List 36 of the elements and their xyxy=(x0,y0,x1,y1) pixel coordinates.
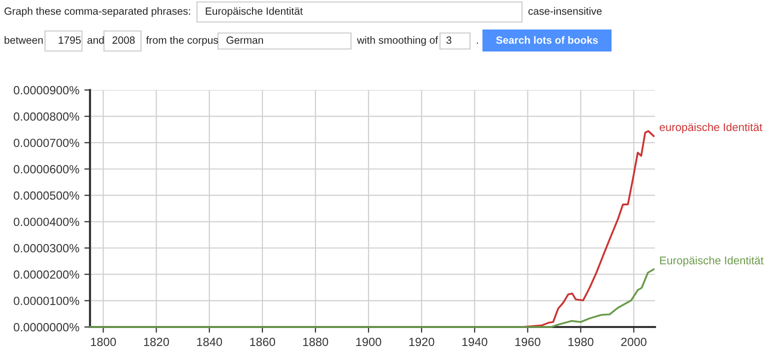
text: 2008 xyxy=(112,36,135,44)
series-label: europäische Identität xyxy=(660,122,762,134)
x-tick-label: 1880 xyxy=(303,338,328,346)
y-tick-label: 0.0000400% xyxy=(14,218,80,226)
x-tick-label: 1920 xyxy=(409,338,434,346)
x-tick-label: 1940 xyxy=(462,338,488,346)
y-tick-label: 0.0000500% xyxy=(14,191,80,200)
y-tick-label: 0.0000900% xyxy=(14,86,80,94)
text: from the corpus xyxy=(146,36,218,46)
text: Graph these comma-separated phrases: xyxy=(4,7,190,17)
series-label: Europäische Identität xyxy=(660,256,764,267)
y-tick-label: 0.0000700% xyxy=(14,138,80,148)
x-tick-label: 1840 xyxy=(197,338,222,346)
text: 1795 xyxy=(58,36,81,44)
text: German xyxy=(226,36,263,44)
y-tick-label: 0.0000300% xyxy=(14,244,80,252)
text: with smoothing of xyxy=(356,36,438,46)
x-tick-label: 1820 xyxy=(144,338,169,346)
text: case-insensitive xyxy=(528,7,602,15)
y-tick-label: 0.0000800% xyxy=(14,112,80,121)
text: Europäische Identität xyxy=(206,7,303,17)
y-tick-label: 0.0000000% xyxy=(14,323,80,332)
x-tick-label: 2000 xyxy=(621,338,646,346)
text: Search lots of books xyxy=(496,36,598,44)
y-tick-label: 0.0000200% xyxy=(14,270,80,279)
x-tick-label: 1800 xyxy=(91,338,116,346)
y-tick-label: 0.0000100% xyxy=(14,296,80,306)
y-tick-label: 0.0000600% xyxy=(14,165,80,174)
x-tick-label: 1860 xyxy=(250,338,276,346)
x-tick-label: 1980 xyxy=(568,338,594,346)
text: and xyxy=(87,36,104,44)
x-tick-label: 1960 xyxy=(515,338,540,346)
text: . xyxy=(476,42,478,44)
text: 3 xyxy=(446,36,452,44)
text: between xyxy=(4,36,43,44)
x-tick-label: 1900 xyxy=(356,338,382,346)
